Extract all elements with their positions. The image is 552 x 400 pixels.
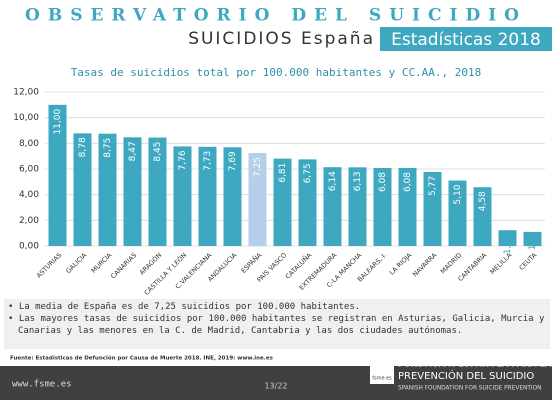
source: Fuente: Estadísticas de Defunción por Ca…	[10, 355, 274, 362]
x-tick-label: ESPAÑA	[239, 250, 264, 275]
bar	[123, 137, 142, 246]
note-text: La media de España es de 7,25 suicidios …	[18, 302, 361, 312]
value-label: 7,73	[203, 151, 213, 171]
bar	[423, 171, 442, 246]
bar	[198, 146, 217, 246]
bar	[373, 167, 392, 246]
bar	[48, 104, 67, 246]
bar	[73, 133, 92, 246]
value-label: 7,69	[228, 151, 238, 171]
value-label: 6,81	[278, 163, 288, 183]
y-tick-label: 4,00	[19, 190, 39, 200]
value-label: 4,58	[478, 191, 488, 211]
bar	[148, 137, 167, 246]
org-line: SPANISH FOUNDATION FOR SUICIDE PREVENTIO…	[398, 386, 541, 392]
url: www.fsme.es	[12, 380, 72, 390]
bar	[323, 167, 342, 246]
value-label: 8,75	[103, 138, 113, 158]
badge: Estadísticas 2018	[391, 30, 541, 50]
subtitle: SUICIDIOS España	[188, 29, 375, 49]
footer-bg	[0, 366, 552, 400]
x-tick-label: CASTILLA Y LEÓN	[142, 250, 189, 297]
brand: OBSERVATORIO DEL SUICIDIO	[25, 6, 527, 26]
x-tick-label: CANARIAS	[109, 251, 138, 280]
bar	[473, 187, 492, 246]
value-label: 6,75	[303, 163, 313, 183]
bar	[173, 146, 192, 246]
bar	[398, 167, 417, 246]
value-label: 6,13	[353, 171, 363, 191]
x-tick-label: MADRID	[439, 251, 463, 275]
value-label: 5,77	[428, 176, 438, 196]
value-label: 6,08	[403, 172, 413, 192]
bar	[523, 231, 542, 246]
x-tick-label: MURCIA	[90, 251, 114, 275]
value-label: 11,00	[53, 109, 63, 135]
bar	[448, 180, 467, 246]
y-tick-label: 6,00	[19, 165, 39, 175]
value-label: 1,23	[503, 234, 513, 254]
y-tick-label: 12,00	[13, 88, 39, 98]
bar	[248, 152, 267, 246]
badge-bg	[380, 27, 552, 51]
bar	[273, 158, 292, 246]
value-label: 5,10	[453, 184, 463, 204]
value-label: 7,76	[178, 150, 188, 170]
org-line: FUNDACIÓN ESPAÑOLA PARA LA	[398, 358, 552, 370]
value-label: 1,1	[528, 236, 538, 250]
note-text: Las mayores tasas de suicidios por 100.0…	[18, 314, 545, 336]
value-label: 8,45	[153, 142, 163, 162]
logo: fsme.es	[372, 376, 392, 382]
x-tick-label: NAVARRA	[411, 251, 439, 279]
x-tick-label: CEUTA	[518, 251, 539, 272]
x-tick-label: GALICIA	[64, 251, 88, 275]
x-tick-label: ARAGÓN	[137, 250, 163, 276]
y-tick-label: 10,00	[13, 113, 39, 123]
bar	[298, 159, 317, 246]
org-line: PREVENCIÓN DEL SUICIDIO	[398, 369, 534, 382]
y-tick-label: 0,00	[19, 242, 39, 252]
y-tick-label: 8,00	[19, 139, 39, 149]
bar	[98, 133, 117, 246]
value-label: 8,78	[78, 137, 88, 157]
notes: • La media de España es de 7,25 suicidio…	[4, 299, 550, 349]
x-tick-label: ASTURIAS	[35, 251, 64, 280]
value-label: 6,14	[328, 171, 338, 191]
bar	[498, 230, 517, 246]
page-number: 13/22	[264, 382, 287, 391]
note: • La media de España es de 7,25 suicidio…	[8, 302, 361, 312]
bar	[348, 167, 367, 246]
chart-title: Tasas de suicidios total por 100.000 hab…	[71, 66, 482, 79]
bar	[223, 147, 242, 246]
note: • Las mayores tasas de suicidios por 100…	[8, 314, 545, 336]
value-label: 7,25	[253, 157, 263, 177]
logo-box	[370, 360, 394, 384]
value-label: 6,08	[378, 172, 388, 192]
y-tick-label: 2,00	[19, 216, 39, 226]
value-label: 8,47	[128, 141, 138, 161]
